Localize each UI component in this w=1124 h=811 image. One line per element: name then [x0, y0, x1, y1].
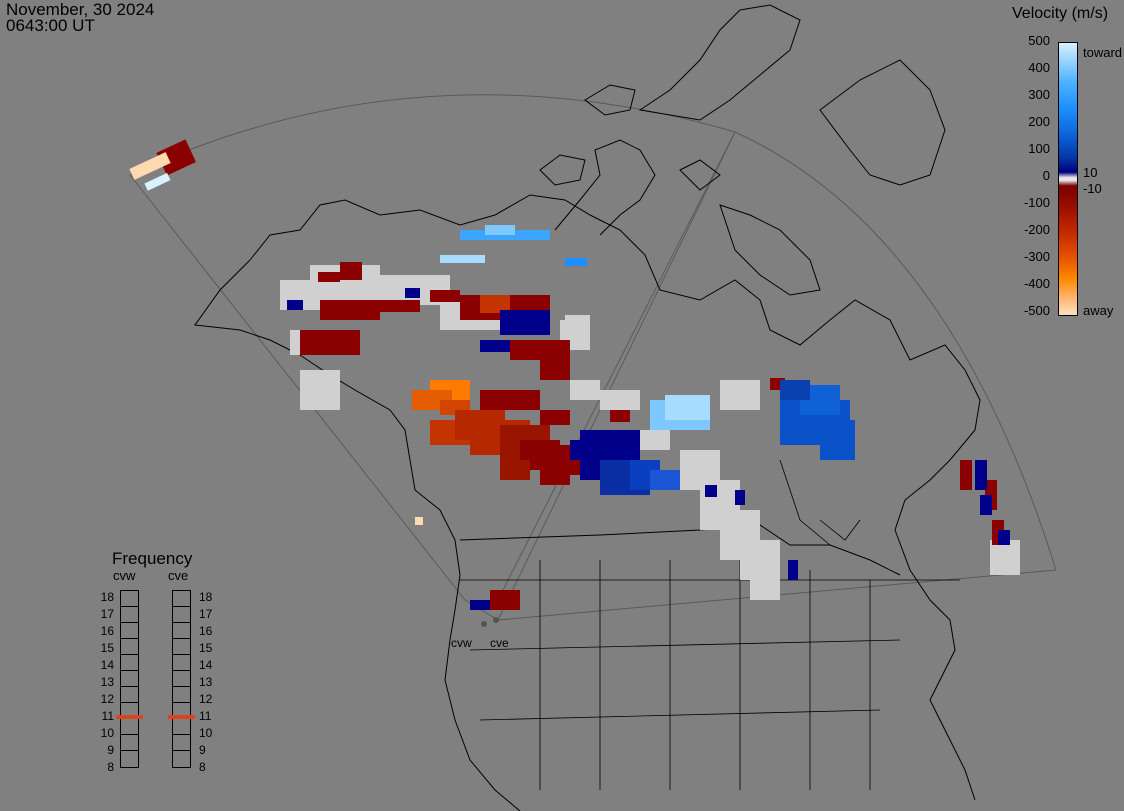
velocity-tick-label: 300 [1028, 87, 1050, 102]
away-velocity-scatter [129, 139, 1004, 610]
frequency-cell [121, 623, 138, 639]
frequency-level-right: 13 [199, 675, 213, 689]
away-label: away [1083, 303, 1114, 318]
frequency-level-left: 13 [100, 675, 114, 689]
frequency-column-cvw [120, 590, 139, 768]
frequency-cell [173, 671, 190, 687]
velocity-tick-label: -300 [1023, 249, 1050, 264]
frequency-level-right: 17 [199, 607, 213, 621]
frequency-cell [121, 735, 138, 751]
frequency-cell [173, 655, 190, 671]
frequency-cell [121, 591, 138, 607]
frequency-level-left: 18 [100, 590, 114, 604]
velocity-colorbar [1058, 42, 1078, 316]
plus10-label: 10 [1083, 165, 1098, 180]
toward-label: toward [1083, 45, 1123, 60]
frequency-cell [121, 751, 138, 767]
coastlines [194, 4, 981, 811]
frequency-level-right: 11 [199, 709, 212, 723]
minus10-label: -10 [1083, 181, 1102, 196]
velocity-tick-label: 100 [1028, 141, 1050, 156]
frequency-level-left: 11 [101, 709, 114, 723]
frequency-column-cve [172, 590, 191, 768]
frequency-level-right: 14 [199, 658, 213, 672]
frequency-title: Frequency [112, 549, 193, 568]
frequency-level-left: 17 [100, 607, 114, 621]
velocity-tick-label: 400 [1028, 60, 1050, 75]
velocity-tick-label: -500 [1023, 303, 1050, 318]
frequency-level-left: 12 [100, 692, 114, 706]
velocity-tick-label: 200 [1028, 114, 1050, 129]
frequency-level-right: 10 [199, 726, 213, 740]
velocity-tick-label: 0 [1042, 168, 1050, 183]
frequency-cell [173, 735, 190, 751]
frequency-cell [173, 687, 190, 703]
cvw-site-label: cvw [451, 636, 472, 650]
frequency-level-left: 9 [107, 743, 114, 757]
frequency-cell [173, 623, 190, 639]
ground-scatter [280, 265, 1020, 600]
frequency-level-right: 12 [199, 692, 213, 706]
frequency-marker-cve [168, 715, 195, 719]
frequency-level-left: 15 [100, 641, 114, 655]
freq-col-cvw-label: cvw [113, 568, 136, 583]
cvw-radar-site [481, 621, 487, 627]
frequency-cell [121, 639, 138, 655]
frequency-level-right: 8 [199, 760, 206, 774]
frequency-level-left: 10 [100, 726, 114, 740]
frequency-level-right: 9 [199, 743, 206, 757]
frequency-level-left: 14 [100, 658, 114, 672]
velocity-tick-label: -400 [1023, 276, 1050, 291]
velocity-tick-label: -200 [1023, 222, 1050, 237]
frequency-cell [121, 719, 138, 735]
cve-site-label: cve [490, 636, 509, 650]
cve-radar-site [493, 617, 499, 623]
frequency-cell [121, 687, 138, 703]
frequency-marker-cvw [116, 715, 143, 719]
frequency-level-right: 18 [199, 590, 213, 604]
frequency-cell [121, 655, 138, 671]
frequency-cell [173, 751, 190, 767]
velocity-tick-label: 500 [1028, 33, 1050, 48]
state-borders [460, 459, 960, 790]
frequency-cell [121, 607, 138, 623]
velocity-legend-title: Velocity (m/s) [1012, 5, 1109, 22]
velocity-tick-label: -100 [1023, 195, 1050, 210]
date-label: November, 30 2024 [6, 0, 155, 19]
freq-col-cve-label: cve [168, 568, 189, 583]
time-label: 0643:00 UT [6, 16, 95, 35]
frequency-cell [121, 671, 138, 687]
frequency-level-left: 16 [100, 624, 114, 638]
frequency-cell [173, 607, 190, 623]
frequency-level-left: 8 [107, 760, 114, 774]
frequency-cell [173, 639, 190, 655]
frequency-level-right: 16 [199, 624, 213, 638]
frequency-level-right: 15 [199, 641, 213, 655]
toward-velocity-scatter [144, 172, 1010, 610]
frequency-cell [173, 719, 190, 735]
frequency-cell [173, 591, 190, 607]
